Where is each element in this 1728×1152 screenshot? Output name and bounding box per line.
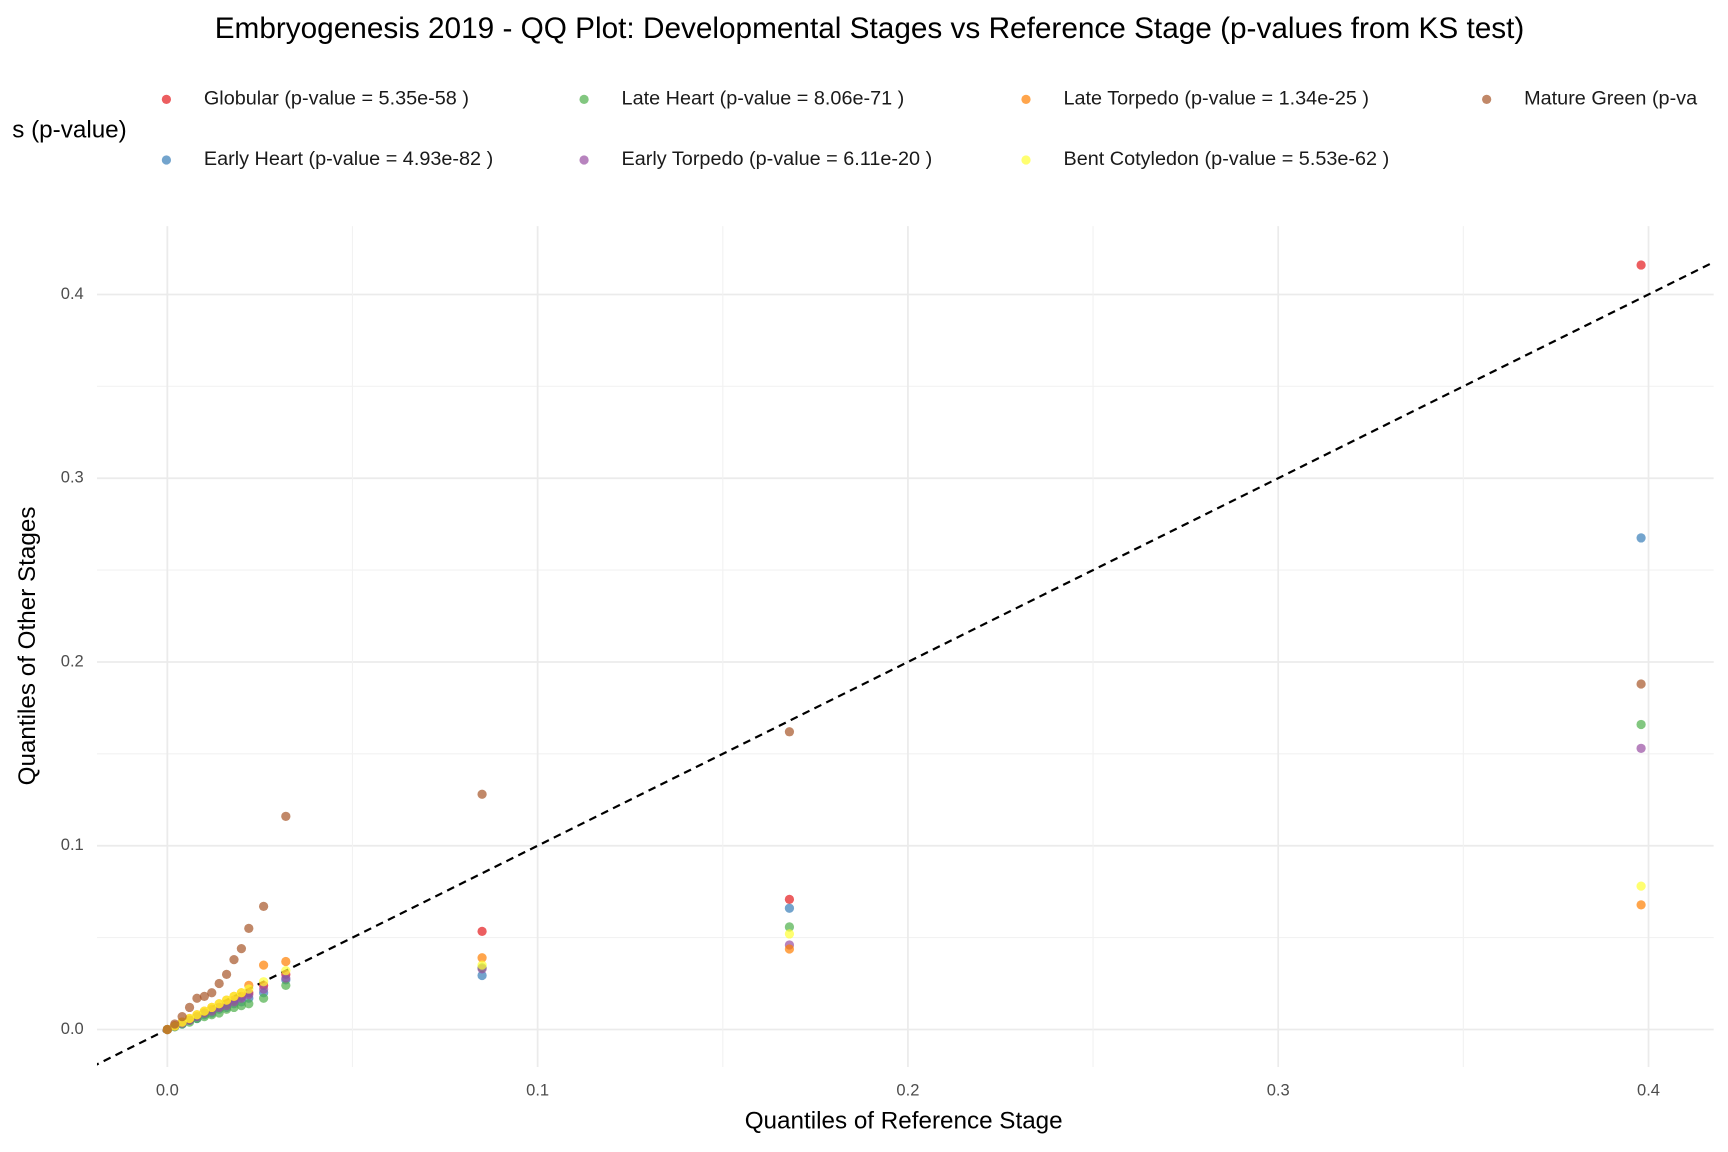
legend-label: Globular (p-value = 5.35e-58 ) <box>204 88 469 110</box>
point <box>477 960 487 970</box>
point <box>177 1011 187 1022</box>
point <box>244 984 254 994</box>
point <box>784 944 795 954</box>
point <box>477 926 487 936</box>
point <box>1636 719 1646 730</box>
point <box>784 727 795 737</box>
point <box>236 943 247 954</box>
point <box>207 988 217 998</box>
point <box>258 993 269 1003</box>
y-tick-label: 0.3 <box>61 468 84 487</box>
legend-label: Early Heart (p-value = 4.93e-82 ) <box>204 148 493 170</box>
point <box>1636 743 1646 753</box>
y-tick-label: 0.4 <box>61 284 84 303</box>
point <box>192 993 202 1003</box>
point <box>170 1019 180 1029</box>
legend-marker <box>1021 155 1031 165</box>
x-tick-label: 0.1 <box>526 1081 549 1100</box>
point <box>214 978 224 989</box>
point <box>244 999 254 1009</box>
point <box>258 960 269 970</box>
x-axis-title: Quantiles of Reference Stage <box>745 1107 1063 1134</box>
point <box>229 955 239 965</box>
chart-title: Embryogenesis 2019 - QQ Plot: Developmen… <box>215 12 1525 45</box>
point <box>236 1000 247 1011</box>
point <box>477 789 487 799</box>
point <box>258 984 269 994</box>
legend-marker <box>1482 94 1492 104</box>
point <box>199 1006 209 1016</box>
x-tick-label: 0.3 <box>1267 1081 1290 1100</box>
point <box>207 1002 217 1013</box>
point <box>184 1002 195 1013</box>
point <box>221 995 232 1005</box>
y-tick-label: 0.1 <box>61 835 84 854</box>
point <box>199 991 209 1002</box>
legend-label: Late Torpedo (p-value = 1.34e-25 ) <box>1063 88 1369 110</box>
point <box>214 999 224 1009</box>
point <box>281 811 291 821</box>
point <box>221 969 232 979</box>
point <box>477 970 487 981</box>
point <box>281 956 291 967</box>
point <box>784 922 795 932</box>
point <box>784 903 795 913</box>
point <box>258 901 269 911</box>
x-tick-label: 0.0 <box>156 1081 179 1100</box>
legend-label: Late Heart (p-value = 8.06e-71 ) <box>622 88 905 110</box>
point <box>192 1010 202 1020</box>
legend-marker <box>1021 94 1031 104</box>
legend-marker <box>161 155 172 165</box>
point <box>281 966 291 976</box>
point <box>162 1024 172 1035</box>
point <box>1636 260 1646 270</box>
legend-label: Bent Cotyledon (p-value = 5.53e-62 ) <box>1063 148 1389 170</box>
point <box>258 977 269 987</box>
grid <box>96 226 1714 1067</box>
point <box>281 973 291 983</box>
point <box>784 894 795 905</box>
x-tick-label: 0.4 <box>1637 1081 1660 1100</box>
point <box>229 991 239 1002</box>
point <box>477 953 487 963</box>
legend-marker <box>579 155 589 165</box>
legend-label: Mature Green (p-va <box>1524 88 1698 110</box>
y-tick-label: 0.0 <box>61 1019 84 1038</box>
point <box>1636 533 1646 543</box>
point <box>244 923 254 934</box>
point <box>1636 881 1646 891</box>
point <box>1636 679 1646 689</box>
legend-label: Early Torpedo (p-value = 6.11e-20 ) <box>622 148 933 170</box>
legend-marker <box>579 94 589 104</box>
x-tick-label: 0.2 <box>896 1081 919 1100</box>
legend-title: s (p-value) <box>12 117 126 144</box>
y-tick-label: 0.2 <box>61 651 84 670</box>
reference-line <box>96 260 1714 1066</box>
point <box>236 988 247 998</box>
legend-marker <box>161 94 172 104</box>
point <box>281 980 291 991</box>
point <box>1636 900 1646 910</box>
y-axis-title: Quantiles of Other Stages <box>14 507 41 786</box>
plot-area <box>96 260 1714 1066</box>
point <box>184 1013 195 1024</box>
point <box>784 929 795 939</box>
